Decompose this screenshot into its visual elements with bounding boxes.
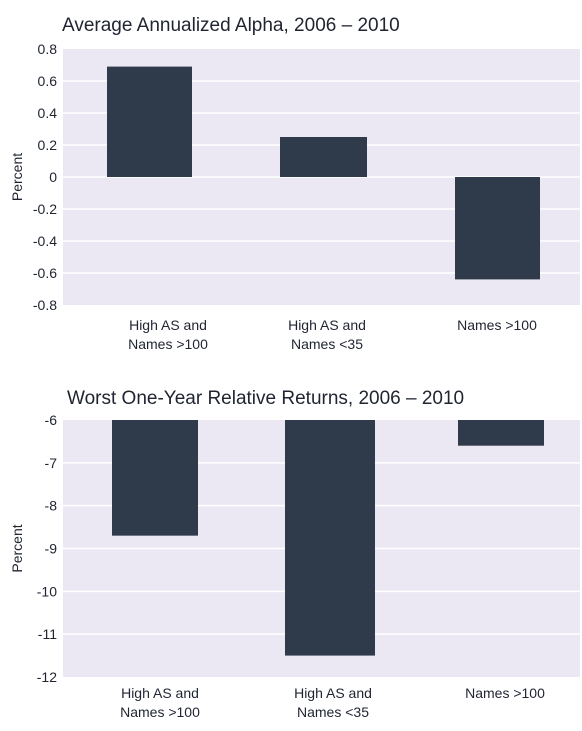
y-tick-label: -0.4 — [33, 233, 57, 249]
bar — [458, 420, 544, 446]
y-tick-label: -12 — [37, 669, 57, 685]
y-tick-label: 0.2 — [38, 137, 58, 153]
category-label: Names >100 — [457, 317, 537, 333]
y-tick-label: -0.6 — [33, 265, 57, 281]
category-label: High AS and Names <35 — [294, 685, 372, 720]
y-tick-label: 0.4 — [38, 105, 58, 121]
category-label: High AS and Names <35 — [288, 317, 366, 352]
category-label-line: Names >100 — [128, 336, 208, 352]
y-tick-label: -0.8 — [33, 297, 57, 313]
y-tick-label: -10 — [37, 583, 57, 599]
category-label-line: High AS and — [121, 685, 199, 701]
y-axis-label: Percent — [9, 153, 25, 201]
chart-title: Average Annualized Alpha, 2006 – 2010 — [62, 15, 400, 36]
bar — [285, 420, 375, 656]
y-tick-label: -7 — [45, 455, 58, 471]
bar — [280, 137, 367, 177]
category-label-line: Names >100 — [465, 685, 545, 701]
category-label-line: Names <35 — [291, 336, 363, 352]
y-tick-label: -11 — [38, 626, 57, 642]
category-label-line: Names <35 — [297, 704, 369, 720]
y-tick-label: -0.2 — [33, 201, 57, 217]
category-label-line: High AS and — [294, 685, 372, 701]
category-label-line: Names >100 — [120, 704, 200, 720]
category-label: High AS and Names >100 — [128, 317, 208, 352]
chart-title: Worst One-Year Relative Returns, 2006 – … — [67, 388, 464, 409]
y-tick-label: -6 — [45, 412, 58, 428]
bar — [455, 177, 540, 280]
y-tick-label: 0 — [49, 169, 57, 185]
y-tick-label: -9 — [45, 541, 58, 557]
y-tick-label: 0.8 — [38, 41, 58, 57]
category-label: Names >100 — [465, 685, 545, 701]
y-axis-label: Percent — [9, 524, 25, 572]
bar — [107, 66, 192, 177]
bar — [112, 420, 198, 536]
y-tick-label: 0.6 — [38, 73, 58, 89]
category-label: High AS and Names >100 — [120, 685, 200, 720]
category-label-line: Names >100 — [457, 317, 537, 333]
category-label-line: High AS and — [129, 317, 207, 333]
category-label-line: High AS and — [288, 317, 366, 333]
y-tick-label: -8 — [45, 498, 58, 514]
